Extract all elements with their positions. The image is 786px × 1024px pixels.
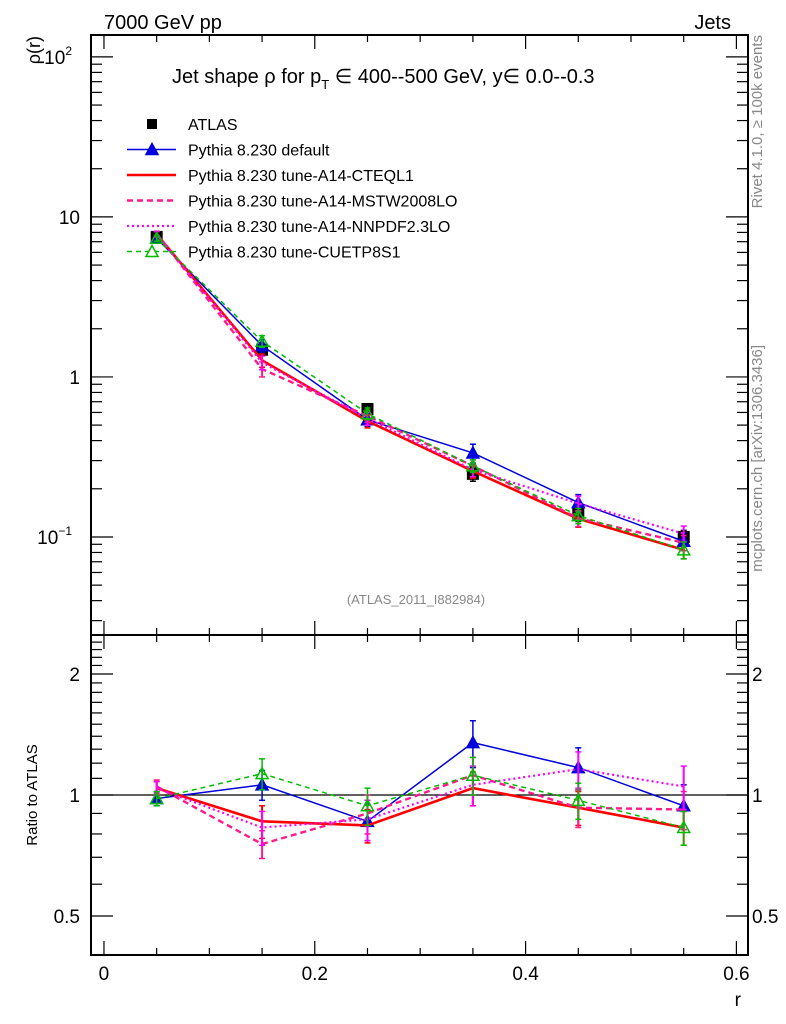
ratio-series-0-line xyxy=(156,741,684,823)
rivet-label: Rivet 4.1.0, ≥ 100k events xyxy=(749,35,766,208)
ratio-y-tick-label-right: 0.5 xyxy=(752,907,778,928)
ratio-y-tick-label-right: 1 xyxy=(752,786,763,807)
main-series-5-marker xyxy=(465,458,481,472)
y-tick-exponent: −1 xyxy=(58,524,72,538)
ratio-y-tick-label: 1 xyxy=(69,786,80,807)
y-tick-label: 10−1 xyxy=(37,524,72,549)
mcplots-label: mcplots.cern.ch [arXiv:1306.3436] xyxy=(749,345,766,572)
ratio-y-axis-label: Ratio to ATLAS xyxy=(24,744,41,845)
x-tick-label: 0 xyxy=(99,964,110,985)
x-tick-label: 0.6 xyxy=(723,964,749,985)
legend-label: Pythia 8.230 tune-CUETP8S1 xyxy=(188,245,401,262)
chart-title: Jet shape ρ for pT ∈ 400--500 GeV, y∈ 0.… xyxy=(172,66,595,92)
y-tick-label: 1 xyxy=(69,368,80,389)
y-tick-label: 102 xyxy=(44,44,72,69)
main-series-3-line xyxy=(155,232,684,544)
main-series-1-marker xyxy=(465,445,481,459)
legend: ATLAS Pythia 8.230 default Pythia 8.230 tu… xyxy=(127,117,457,262)
ratio-axis-ticks: 0 0.2 0.4 0.6 2 2 1 1 0.5 0.5 xyxy=(54,35,778,985)
y-axis-label: ρ(r) xyxy=(24,36,44,64)
legend-label: Pythia 8.230 default xyxy=(188,143,330,160)
ratio-series-4-line xyxy=(156,772,684,829)
main-series-5-marker xyxy=(676,542,691,556)
title-subscript: T xyxy=(321,77,329,92)
ratio-series-4-marker xyxy=(254,766,270,780)
legend-marker xyxy=(144,141,160,156)
ratio-series-1-line xyxy=(156,786,684,829)
title-part-b: ∈ 400--500 GeV, y∈ 0.0--0.3 xyxy=(329,66,594,88)
ratio-series-group xyxy=(149,719,691,860)
main-series-2-line xyxy=(155,233,685,552)
ratio-series-4-marker xyxy=(149,790,164,805)
x-tick-label: 0.2 xyxy=(302,964,328,985)
main-series-5-marker xyxy=(149,230,164,245)
x-tick-label: 0.4 xyxy=(512,964,539,985)
ratio-series-4-marker xyxy=(571,792,586,807)
ratio-series-4-marker xyxy=(465,767,481,781)
main-series-4-line xyxy=(155,233,685,535)
ratio-y-tick-label-right: 2 xyxy=(752,665,763,686)
legend-label: Pythia 8.230 tune-A14-CTEQL1 xyxy=(188,168,414,185)
legend-label: Pythia 8.230 tune-A14-MSTW2008LO xyxy=(188,194,457,211)
y-tick-exponent: 2 xyxy=(65,44,72,58)
ratio-series-2-line xyxy=(156,773,684,846)
ratio-series-4-marker xyxy=(360,798,375,812)
ratio-y-tick-label: 0.5 xyxy=(54,907,80,928)
header-right: Jets xyxy=(694,12,731,34)
title-part-a: Jet shape ρ for p xyxy=(172,66,321,88)
main-series-5-marker xyxy=(254,333,270,348)
legend-marker xyxy=(147,119,157,129)
ratio-y-tick-label: 2 xyxy=(69,665,80,686)
main-series-5-line xyxy=(156,237,684,551)
main-series-5-marker xyxy=(360,406,375,420)
header-left: 7000 GeV pp xyxy=(104,12,222,34)
main-axis-ticks: 102 10 1 10−1 xyxy=(37,44,748,622)
legend-marker xyxy=(144,243,160,258)
y-tick-label: 10 xyxy=(59,208,80,229)
analysis-watermark: (ATLAS_2011_I882984) xyxy=(347,592,485,607)
legend-label: ATLAS xyxy=(188,117,238,134)
ratio-series-0-marker xyxy=(465,735,481,749)
main-series-group xyxy=(149,230,691,560)
legend-label: Pythia 8.230 tune-A14-NNPDF2.3LO xyxy=(188,219,450,236)
ratio-series-4-marker xyxy=(676,819,691,834)
main-series-5-marker xyxy=(571,508,586,522)
main-series-1-line xyxy=(156,237,684,542)
x-axis-label: r xyxy=(735,990,742,1011)
